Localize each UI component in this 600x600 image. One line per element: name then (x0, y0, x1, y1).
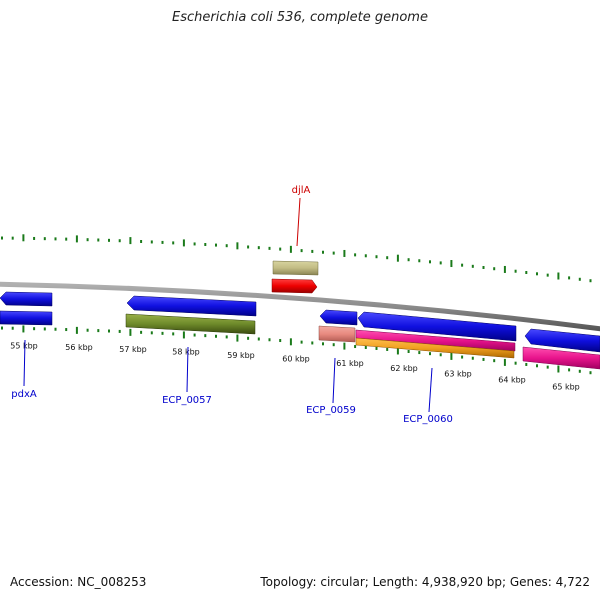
ecp0059-leader-line (332, 357, 336, 404)
genome-backbone (0, 281, 600, 332)
kbp-scale-labels: 55 kbp 56 kbp 57 kbp 58 kbp 59 kbp 60 kbp 61 k… (10, 341, 580, 391)
kbp-label: 56 kbp (65, 343, 93, 352)
kbp-label: 64 kbp (498, 376, 526, 385)
outer-tick-ring (1, 234, 592, 283)
gene-ecp0057[interactable] (125, 313, 256, 335)
gene-ecp0057-arrow[interactable] (126, 295, 257, 317)
pdxa-leader-line (23, 339, 26, 387)
gene-ecp0060-orange[interactable] (355, 337, 515, 359)
gene-ecp0059[interactable] (318, 325, 356, 343)
kbp-label: 59 kbp (227, 351, 255, 360)
gene-pdxa-block[interactable] (0, 310, 53, 326)
gene-label-djla[interactable]: djlA (292, 185, 311, 196)
gene-ecp0060-magenta[interactable] (355, 329, 516, 352)
gene-right-blue-arrow[interactable] (524, 328, 600, 353)
gene-ecp0060-arrow[interactable] (357, 311, 517, 342)
kbp-label: 65 kbp (552, 382, 580, 391)
gene-pdxa-arrow[interactable] (0, 291, 53, 307)
kbp-label: 60 kbp (282, 355, 310, 364)
kbp-label: 58 kbp (172, 348, 200, 357)
topology-text: Topology: circular; Length: 4,938,920 bp… (260, 575, 590, 589)
accession-text: Accession: NC_008253 (10, 575, 147, 589)
kbp-label: 62 kbp (390, 364, 418, 373)
gene-ecp0059-arrow[interactable] (319, 309, 358, 326)
gene-label-ecp0057[interactable]: ECP_0057 (162, 395, 212, 406)
ecp0057-leader-line (186, 346, 189, 393)
gene-label-ecp0060[interactable]: ECP_0060 (403, 414, 453, 425)
gene-djla[interactable] (271, 278, 318, 294)
kbp-label: 63 kbp (444, 370, 472, 379)
gene-djla-khaki[interactable] (272, 260, 319, 276)
map-title: Escherichia coli 536, complete genome (172, 10, 428, 25)
kbp-label: 57 kbp (119, 345, 147, 354)
gene-label-ecp0059[interactable]: ECP_0059 (306, 405, 356, 416)
kbp-label: 61 kbp (336, 359, 364, 368)
kbp-label: 55 kbp (10, 341, 38, 350)
djla-leader-line (296, 197, 301, 247)
ecp0060-leader-line (428, 367, 433, 413)
gene-label-pdxa[interactable]: pdxA (11, 389, 37, 400)
gene-right-magenta[interactable] (522, 346, 600, 370)
